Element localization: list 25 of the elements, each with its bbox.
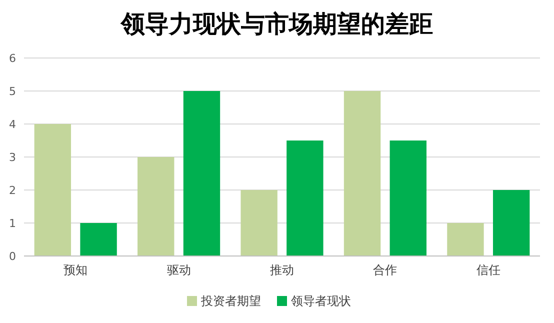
y-tick-label: 0 xyxy=(9,250,16,263)
y-tick-label: 1 xyxy=(9,216,16,230)
y-tick-label: 4 xyxy=(9,118,16,131)
legend-label: 领导者现状 xyxy=(291,294,351,308)
x-tick-label: 预知 xyxy=(64,263,88,277)
bar xyxy=(34,124,72,256)
bar xyxy=(286,140,324,256)
x-tick-label: 合作 xyxy=(373,263,398,277)
chart-title: 领导力现状与市场期望的差距 xyxy=(120,9,433,38)
bar xyxy=(390,140,426,256)
bar xyxy=(138,157,174,256)
bar xyxy=(447,223,484,256)
bar xyxy=(492,190,530,256)
x-tick-label: 信任 xyxy=(476,263,500,277)
y-tick-label: 3 xyxy=(9,150,16,164)
legend-label: 投资者期望 xyxy=(200,294,261,308)
x-tick-label: 推动 xyxy=(270,263,294,277)
bar xyxy=(183,91,220,256)
bar xyxy=(240,190,278,256)
bar xyxy=(344,91,381,256)
x-tick-label: 驱动 xyxy=(166,263,191,277)
y-tick-label: 6 xyxy=(9,52,16,65)
bar xyxy=(80,223,117,256)
y-tick-label: 2 xyxy=(9,184,16,197)
y-tick-label: 5 xyxy=(9,84,16,98)
